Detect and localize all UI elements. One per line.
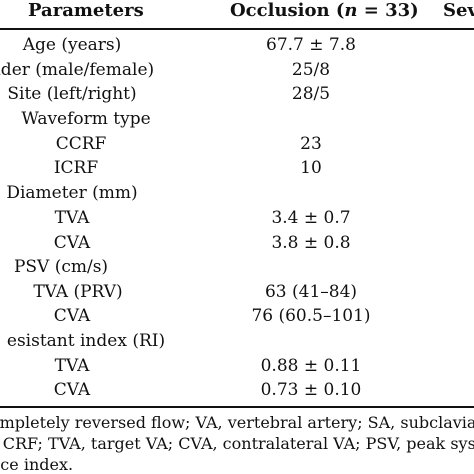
row-param: TVA	[54, 208, 90, 228]
row-occlusion: 3.4 ± 0.7	[271, 208, 351, 228]
row-param: Age (years)	[22, 35, 122, 55]
header-occlusion-prefix: Occlusion (	[230, 0, 345, 21]
footnote-line: r CRF; TVA, target VA; CVA, contralatera…	[0, 434, 474, 453]
row-param: TVA (PRV)	[33, 282, 123, 302]
row-param: ICRF	[53, 158, 99, 178]
row-occlusion: 0.73 ± 0.10	[260, 380, 362, 400]
row-param: CVA	[53, 380, 91, 400]
header-occlusion-suffix: = 33)	[357, 0, 419, 21]
row-param: TVA	[54, 356, 90, 376]
row-occlusion: 76 (60.5–101)	[251, 306, 371, 326]
row-param: Site (left/right)	[7, 84, 137, 104]
row-param: CVA	[53, 233, 91, 253]
row-occlusion: 67.7 ± 7.8	[266, 35, 356, 55]
row-occlusion: 63 (41–84)	[264, 282, 358, 302]
row-section: Waveform type	[21, 109, 151, 129]
header-parameters: Parameters	[28, 0, 144, 21]
row-occlusion: 0.88 ± 0.11	[260, 356, 362, 376]
footnote-line: ompletely reversed flow; VA, vertebral a…	[0, 413, 474, 432]
header-occlusion: Occlusion (n = 33)	[230, 0, 419, 21]
header-rule	[0, 28, 474, 30]
row-section: PSV (cm/s)	[13, 257, 109, 277]
row-section: esistant index (RI)	[6, 331, 166, 351]
row-occlusion: 3.8 ± 0.8	[271, 233, 351, 253]
row-occlusion: 28/5	[291, 84, 331, 104]
header-occlusion-n: n	[344, 0, 358, 21]
row-section: Diameter (mm)	[6, 183, 138, 203]
row-occlusion: 23	[300, 134, 322, 154]
row-occlusion: 25/8	[291, 60, 331, 80]
bottom-rule	[0, 406, 474, 408]
row-param: CVA	[53, 306, 91, 326]
footnote-line: nce index.	[0, 455, 74, 474]
row-param: nder (male/female)	[0, 60, 155, 80]
header-severe: Seve	[443, 0, 474, 21]
row-occlusion: 10	[300, 158, 322, 178]
row-param: CCRF	[55, 134, 107, 154]
